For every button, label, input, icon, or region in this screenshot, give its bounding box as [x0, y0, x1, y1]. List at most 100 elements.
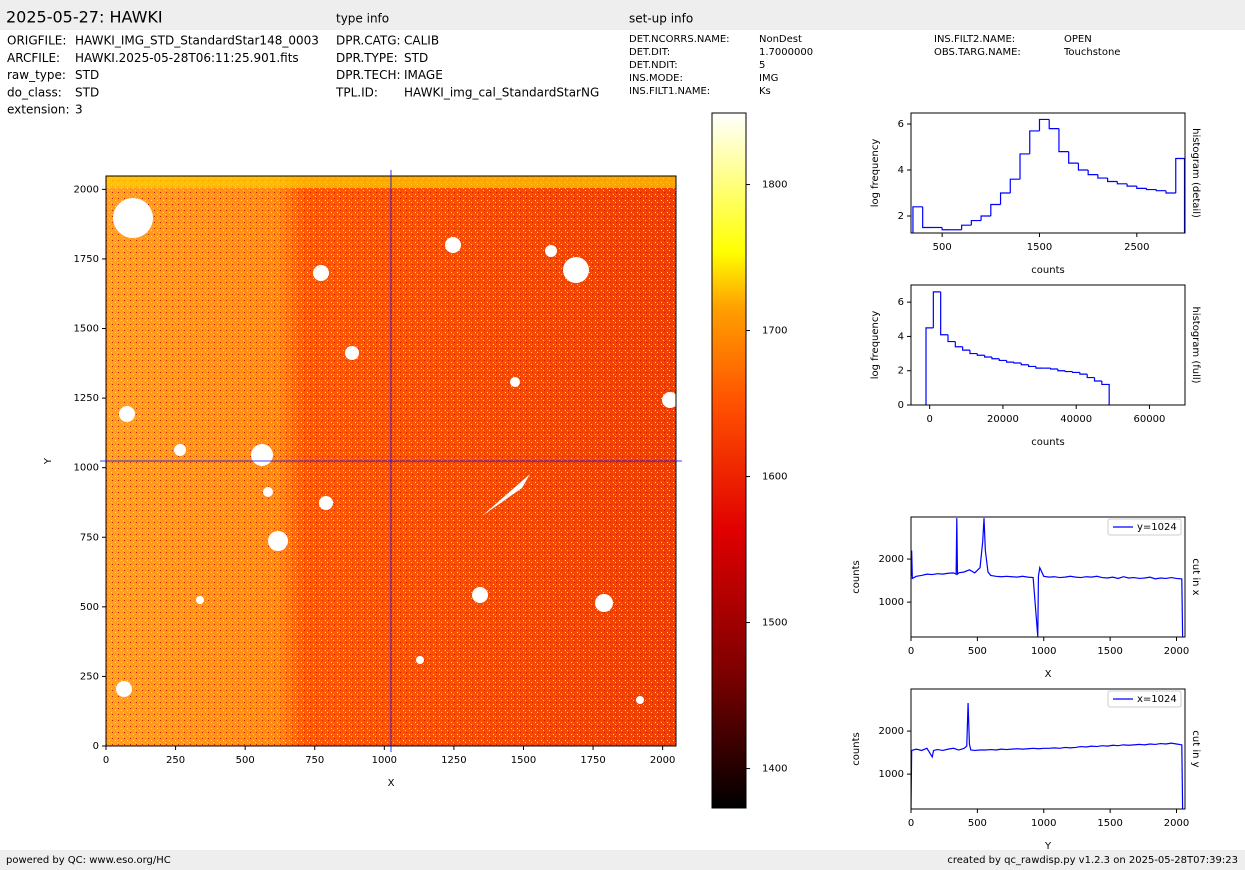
y-tick-label: 250 [80, 671, 99, 682]
y-tick-label: 6 [898, 119, 904, 130]
star [445, 237, 461, 253]
plot-frame [910, 688, 1186, 810]
setup-info-key: DET.NCORRS.NAME: [629, 34, 730, 45]
legend-box [1107, 690, 1182, 708]
histogram-step [1019, 153, 1030, 180]
star [251, 444, 273, 466]
setup-info-key: INS.FILT2.NAME: [934, 34, 1015, 45]
y-tick-label: 500 [80, 602, 99, 613]
plot-area [925, 291, 1110, 405]
x-axis-label: Y [1044, 841, 1052, 852]
histogram-step [1029, 130, 1040, 154]
plot-frame [910, 284, 1186, 406]
histogram-step [990, 203, 1001, 216]
star [313, 265, 329, 281]
star [116, 681, 132, 697]
type-info-value: HAWKI_img_cal_StandardStarNG [404, 85, 599, 99]
x-axis-label: counts [1031, 265, 1064, 276]
file-info-value: HAWKI_IMG_STD_StandardStar148_0003 [75, 34, 319, 48]
x-tick-label: 40000 [1060, 414, 1092, 425]
side-label: histogram (full) [1190, 306, 1201, 383]
histogram-step [1145, 188, 1157, 191]
y-axis-label: log frequency [870, 311, 881, 380]
setup-info-value: 1.7000000 [759, 47, 813, 58]
x-tick-label: 500 [968, 818, 987, 829]
y-tick-label: 6 [898, 297, 904, 308]
histogram-step [1136, 186, 1147, 190]
header-bar [0, 0, 1245, 30]
x-axis-label: X [1045, 669, 1052, 680]
histogram-step [999, 192, 1011, 205]
footer-left: powered by QC: www.eso.org/HC [6, 855, 171, 866]
setup-info-key: DET.NDIT: [629, 60, 678, 71]
x-tick-label: 2500 [1124, 242, 1149, 253]
histogram-step [940, 291, 948, 336]
x-tick-label: 1500 [1097, 818, 1122, 829]
star [113, 198, 153, 238]
star [416, 656, 424, 664]
star [345, 346, 359, 360]
y-tick-label: 2000 [879, 554, 904, 565]
histogram-step [1064, 370, 1073, 373]
file-info-value: STD [75, 68, 99, 82]
setup-info-key: INS.FILT1.NAME: [629, 86, 710, 97]
plot-area [911, 703, 1184, 809]
histogram-step [1155, 189, 1167, 192]
y-tick-label: 4 [898, 165, 904, 176]
type-info-value: IMAGE [404, 68, 443, 82]
y-tick-label: 1000 [879, 597, 904, 608]
file-info-key: do_class: [7, 85, 62, 99]
legend-label: y=1024 [1137, 522, 1177, 533]
histogram-step [984, 355, 992, 358]
histogram-step [1175, 157, 1185, 233]
colorbar-tick-label: 1700 [762, 326, 787, 337]
x-tick-label: 1500 [1027, 242, 1052, 253]
x-tick-label: 250 [166, 755, 185, 766]
histogram-step [1093, 377, 1102, 382]
x-tick-label: 0 [926, 414, 932, 425]
y-tick-label: 0 [898, 400, 904, 411]
y-tick-label: 2 [898, 211, 904, 222]
side-label: cut in x [1190, 558, 1201, 595]
histogram-step [1101, 381, 1110, 405]
histogram-step [1116, 181, 1128, 185]
type-info-value: STD [404, 51, 428, 65]
y-tick-label: 4 [898, 331, 904, 342]
histogram-step [1020, 363, 1029, 366]
side-label: cut in y [1190, 730, 1201, 767]
histogram-step [991, 357, 1000, 360]
x-tick-label: 60000 [1134, 414, 1166, 425]
histogram-step [961, 224, 972, 230]
side-label: histogram (detail) [1190, 128, 1201, 218]
star [636, 696, 644, 704]
x-tick-label: 1500 [1097, 646, 1122, 657]
x-tick-label: 750 [305, 755, 324, 766]
x-tick-label: 500 [933, 242, 952, 253]
x-tick-label: 1250 [441, 755, 466, 766]
histogram-step [976, 353, 985, 356]
histogram-step [932, 291, 941, 328]
file-info-key: ARCFILE: [7, 51, 60, 65]
plot-area [911, 518, 1184, 637]
x-tick-label: 500 [236, 755, 255, 766]
x-tick-label: 2000 [1164, 646, 1189, 657]
y-tick-label: 1000 [879, 769, 904, 780]
star [595, 594, 613, 612]
x-tick-label: 1000 [1031, 646, 1056, 657]
legend-box [1107, 518, 1182, 536]
colorbar-tick-label: 1600 [762, 472, 787, 483]
histogram-step [1049, 368, 1058, 370]
x-tick-label: 0 [908, 646, 914, 657]
page-title: 2025-05-27: HAWKI [6, 8, 163, 27]
histogram-step [1058, 128, 1069, 153]
histogram-step [954, 341, 963, 348]
x-tick-label: 2000 [1164, 818, 1189, 829]
histogram-step [941, 227, 952, 231]
histogram-step [1107, 178, 1118, 183]
colorbar-tick-label: 1400 [762, 764, 787, 775]
histogram-step [1048, 119, 1059, 130]
x-tick-label: 0 [103, 755, 109, 766]
y-tick-label: 1500 [74, 324, 99, 335]
star [196, 596, 204, 604]
plot-frame [910, 112, 1186, 234]
